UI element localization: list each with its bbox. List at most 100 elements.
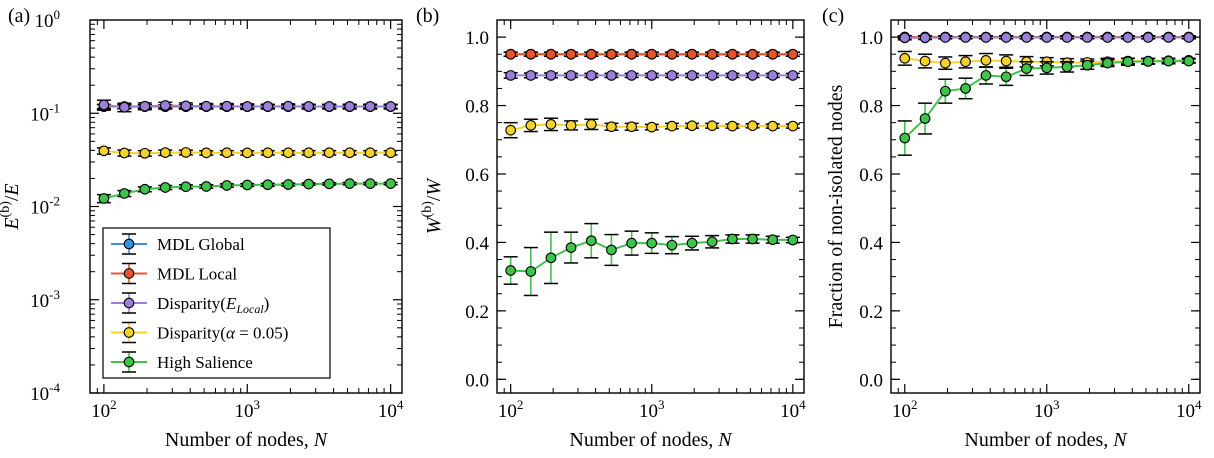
y-tick-label: 1.0 xyxy=(859,28,883,49)
data-point xyxy=(1102,32,1113,43)
tick-exponent: 4 xyxy=(397,397,404,412)
data-point xyxy=(686,48,698,60)
data-point xyxy=(626,48,637,60)
data-point xyxy=(706,236,718,248)
tick-exponent: 4 xyxy=(799,397,806,412)
data-point xyxy=(646,121,658,133)
data-point xyxy=(180,181,192,193)
data-point xyxy=(767,70,779,81)
data-point xyxy=(1163,55,1174,67)
x-label-math: N xyxy=(717,429,733,451)
data-point xyxy=(119,188,130,199)
data-point xyxy=(960,56,971,68)
data-point xyxy=(200,181,212,192)
data-point xyxy=(344,178,356,189)
x-label-text: Number of nodes, xyxy=(964,429,1113,451)
tick-base: 10 xyxy=(498,401,517,422)
data-point xyxy=(139,183,151,195)
legend-text-part: ) xyxy=(264,294,270,313)
y-label-symbol: E xyxy=(1,183,23,196)
tick-base: 10 xyxy=(235,401,254,422)
y-tick-label: 10-1 xyxy=(30,100,60,125)
data-point xyxy=(1102,57,1113,69)
legend-swatch-marker xyxy=(123,297,135,309)
data-point xyxy=(727,233,738,245)
tick-exponent: 2 xyxy=(911,397,918,412)
data-point xyxy=(1081,59,1093,71)
data-point xyxy=(1000,55,1012,67)
data-point xyxy=(939,57,951,69)
tick-base: 10 xyxy=(780,401,799,422)
data-point xyxy=(119,101,130,113)
tick-exponent: 3 xyxy=(1053,397,1060,412)
legend-label: Disparity(ELocal) xyxy=(157,294,269,316)
y-tick-label: 0.4 xyxy=(465,233,489,254)
data-point xyxy=(323,101,335,112)
y-tick-label: 0.0 xyxy=(465,370,489,391)
data-point xyxy=(565,242,577,253)
x-axis-label: Number of nodes, N xyxy=(964,429,1128,451)
data-point xyxy=(1081,32,1093,43)
data-point xyxy=(282,100,294,112)
data-point xyxy=(139,147,151,159)
data-point xyxy=(787,120,799,132)
tick-exponent: -4 xyxy=(49,380,60,395)
data-point xyxy=(545,70,557,81)
x-label-math: N xyxy=(1112,429,1128,451)
data-point xyxy=(180,100,192,112)
data-point xyxy=(606,70,617,81)
data-point xyxy=(282,179,294,190)
data-point xyxy=(303,147,315,159)
data-point xyxy=(646,48,658,60)
y-tick-label: 0.8 xyxy=(465,97,489,118)
data-point xyxy=(646,70,658,81)
data-point xyxy=(767,48,779,60)
data-point xyxy=(221,100,233,112)
data-point xyxy=(666,120,678,132)
data-point xyxy=(585,48,597,60)
data-point xyxy=(385,101,396,112)
data-point xyxy=(606,244,617,256)
legend-text-sub: Local xyxy=(235,302,264,316)
data-point xyxy=(980,70,992,81)
data-point xyxy=(585,119,597,130)
data-point xyxy=(980,55,992,66)
data-point xyxy=(1122,32,1134,43)
data-point xyxy=(200,100,212,112)
tick-exponent: 3 xyxy=(254,397,260,412)
data-point xyxy=(727,120,738,132)
data-point xyxy=(686,237,698,249)
x-tick-label: 103 xyxy=(1034,397,1060,422)
tick-base: 10 xyxy=(1034,401,1053,422)
legend-label: Disparity(α = 0.05) xyxy=(157,324,288,343)
data-point xyxy=(221,147,233,159)
data-point xyxy=(159,100,171,111)
tick-base: 10 xyxy=(30,198,49,219)
data-point xyxy=(626,70,637,81)
series-group xyxy=(96,99,398,204)
data-point xyxy=(119,147,130,159)
data-point xyxy=(364,147,376,159)
data-point xyxy=(706,120,718,132)
y-tick-label: 10-2 xyxy=(30,194,60,219)
x-tick-label: 104 xyxy=(780,397,806,422)
legend-label: MDL Local xyxy=(157,265,237,284)
data-point xyxy=(159,147,171,158)
data-point xyxy=(1183,55,1195,67)
data-point xyxy=(565,120,577,131)
data-point xyxy=(545,119,557,130)
panel-label: (c) xyxy=(822,5,844,27)
x-label-math: N xyxy=(313,429,329,451)
data-point xyxy=(585,70,597,81)
legend-label: MDL Global xyxy=(157,235,245,254)
data-point xyxy=(565,70,577,81)
plot-frame xyxy=(890,19,1201,394)
data-point xyxy=(1000,71,1012,83)
tick-base: 10 xyxy=(639,401,658,422)
data-point xyxy=(200,147,212,159)
tick-base: 10 xyxy=(1176,401,1195,422)
data-point xyxy=(666,48,678,60)
data-point xyxy=(899,132,911,144)
y-tick-label: 0.2 xyxy=(859,302,883,323)
